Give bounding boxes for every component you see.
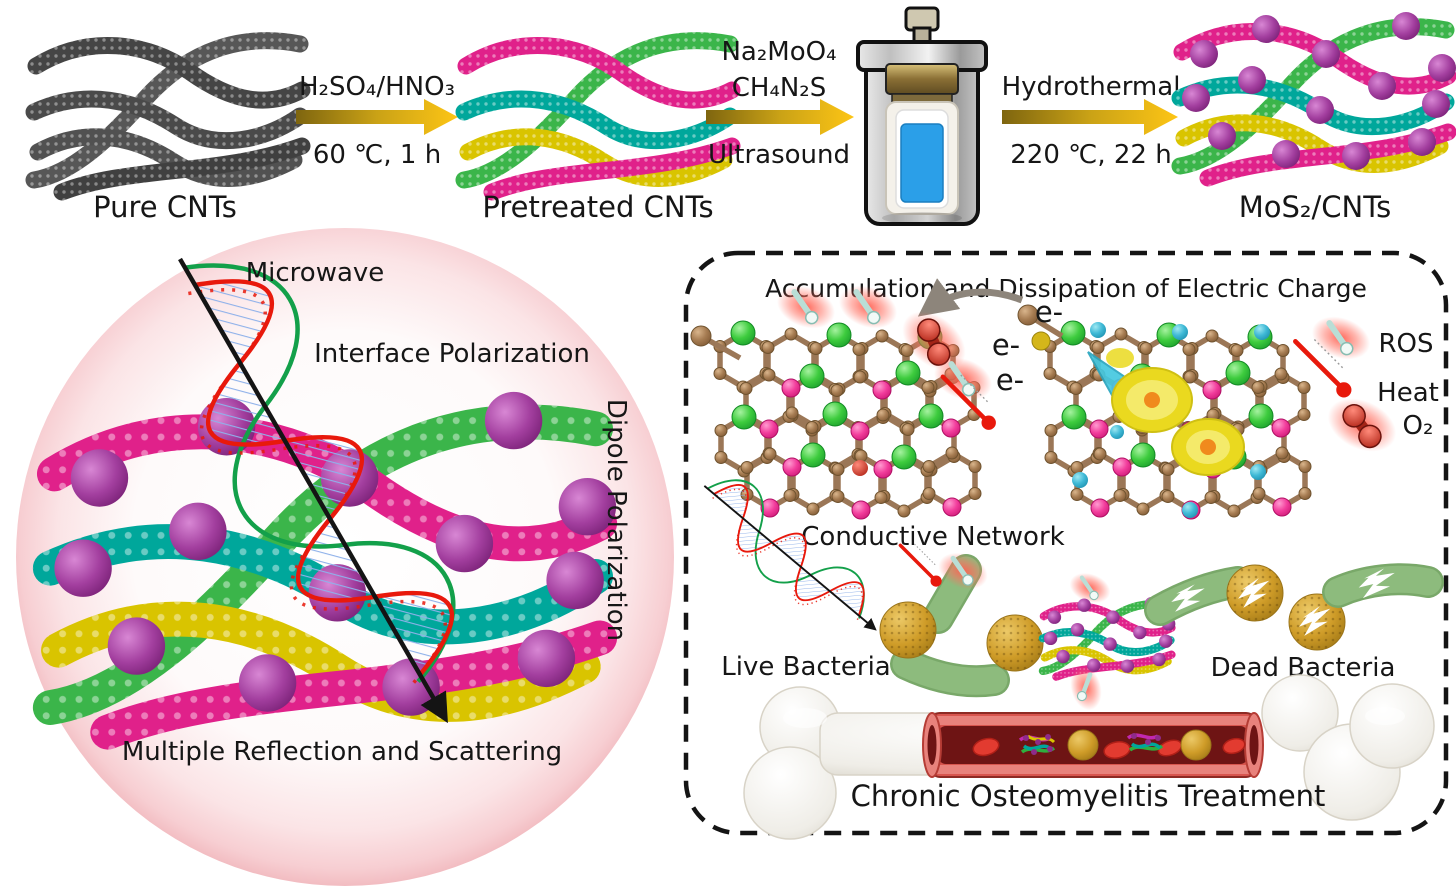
arrow-step1: H₂SO₄/HNO₃ 60 ℃, 1 h [296, 72, 458, 170]
step3-process-label: Hydrothermal [1002, 72, 1181, 102]
step1-condition-label: 60 ℃, 1 h [313, 140, 441, 170]
red-blood-cell [1103, 741, 1131, 759]
mos2-lattice-left [713, 320, 982, 520]
bacterium-in-vessel [1180, 729, 1212, 761]
bone-illustration [743, 674, 1435, 840]
mos2-cnts-illustration [1180, 12, 1456, 178]
electron-label-1: e- [1035, 295, 1063, 329]
ros-icon [1306, 309, 1376, 367]
o2-label: O₂ [1403, 411, 1434, 441]
composite-in-vessel [1018, 734, 1056, 755]
lattice-extras [690, 304, 1064, 476]
electron-label-3: e- [996, 363, 1024, 397]
arrow-step3: Hydrothermal 220 ℃, 22 h [1002, 72, 1181, 170]
gold-arrow-2 [706, 99, 854, 135]
pure-cnts-label: Pure CNTs [93, 190, 237, 224]
ros-label: ROS [1378, 329, 1433, 359]
heat-label: Heat [1377, 378, 1439, 408]
red-blood-cell [1222, 737, 1246, 755]
dead-bacteria-group [1144, 563, 1444, 651]
live-bacteria-group [879, 554, 1044, 698]
synthesis-row: Pure CNTs H₂SO₄/HNO₃ 60 ℃, 1 h Pretreate… [34, 6, 1456, 226]
arrow-step2: Na₂MoO₄ CH₄N₂S Ultrasound [706, 37, 854, 170]
mos2-cnts-label: MoS₂/CNTs [1239, 190, 1392, 224]
charge-isosurface [1072, 322, 1270, 518]
composite-in-vessel [1126, 733, 1164, 752]
conductive-network-label: Conductive Network [801, 522, 1064, 552]
step2-condition-label: Ultrasound [708, 140, 850, 170]
dashed-panel-border [683, 250, 1449, 836]
microwave-label: Microwave [246, 258, 385, 288]
gold-arrow-3 [1002, 99, 1178, 135]
legend: ROS Heat O₂ [1295, 309, 1439, 462]
gold-arrow-1 [296, 99, 458, 135]
electron-transfer-arrow [917, 278, 1024, 317]
pretreated-cnts-label: Pretreated CNTs [482, 190, 713, 224]
treatment-label: Chronic Osteomyelitis Treatment [851, 779, 1326, 813]
electron-label-2: e- [992, 328, 1020, 362]
dipole-polarization-label: Dipole Polarization [601, 399, 631, 641]
pure-cnts-illustration [34, 41, 302, 192]
step2-reagent1-label: Na₂MoO₄ [721, 37, 836, 67]
autoclave-icon [856, 6, 988, 226]
blood-vessel [922, 712, 1264, 778]
step3-condition-label: 220 ℃, 22 h [1010, 140, 1171, 170]
step2-reagent2-label: CH₄N₂S [732, 73, 827, 103]
live-bacteria-label: Live Bacteria [721, 652, 890, 682]
microwave-absorption-sphere: Microwave Interface Polarization Dipole … [16, 222, 674, 886]
bacterium-in-vessel [1067, 729, 1099, 761]
red-blood-cell [972, 737, 1000, 757]
step1-reagent-label: H₂SO₄/HNO₃ [299, 72, 455, 102]
pretreated-cnts-illustration [464, 41, 732, 192]
multiple-reflection-label: Multiple Reflection and Scattering [122, 737, 562, 767]
mechanism-panel: Accumulation and Dissipation of Electric… [683, 250, 1449, 840]
interface-polarization-label: Interface Polarization [314, 339, 590, 369]
